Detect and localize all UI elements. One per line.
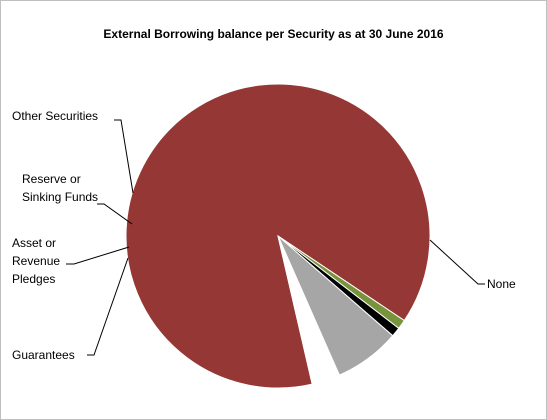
chart-title: External Borrowing balance per Security … [103,27,444,41]
slice-labels: None Guarantees Asset or Revenue Pledges Rese… [12,109,516,362]
slice-label-reserve-or-sinking-funds: Reserve or Sinking Funds [22,172,98,204]
leader-line-guarantees [87,257,129,356]
leader-line-none [429,239,485,285]
pie-slices [125,83,431,389]
pie-slice-other-securities [277,235,340,385]
slice-label-guarantees: Guarantees [12,348,75,362]
leader-lines [66,119,485,356]
slice-label-asset-or-revenue-pledges: Asset or Revenue Pledges [12,236,60,286]
leader-line-other-securities [114,119,134,194]
slice-label-none: None [487,277,516,291]
leader-line-reserve-or-sinking-funds [97,203,133,225]
slice-label-other-securities: Other Securities [12,109,98,123]
leader-line-asset-or-revenue-pledges [66,246,130,265]
